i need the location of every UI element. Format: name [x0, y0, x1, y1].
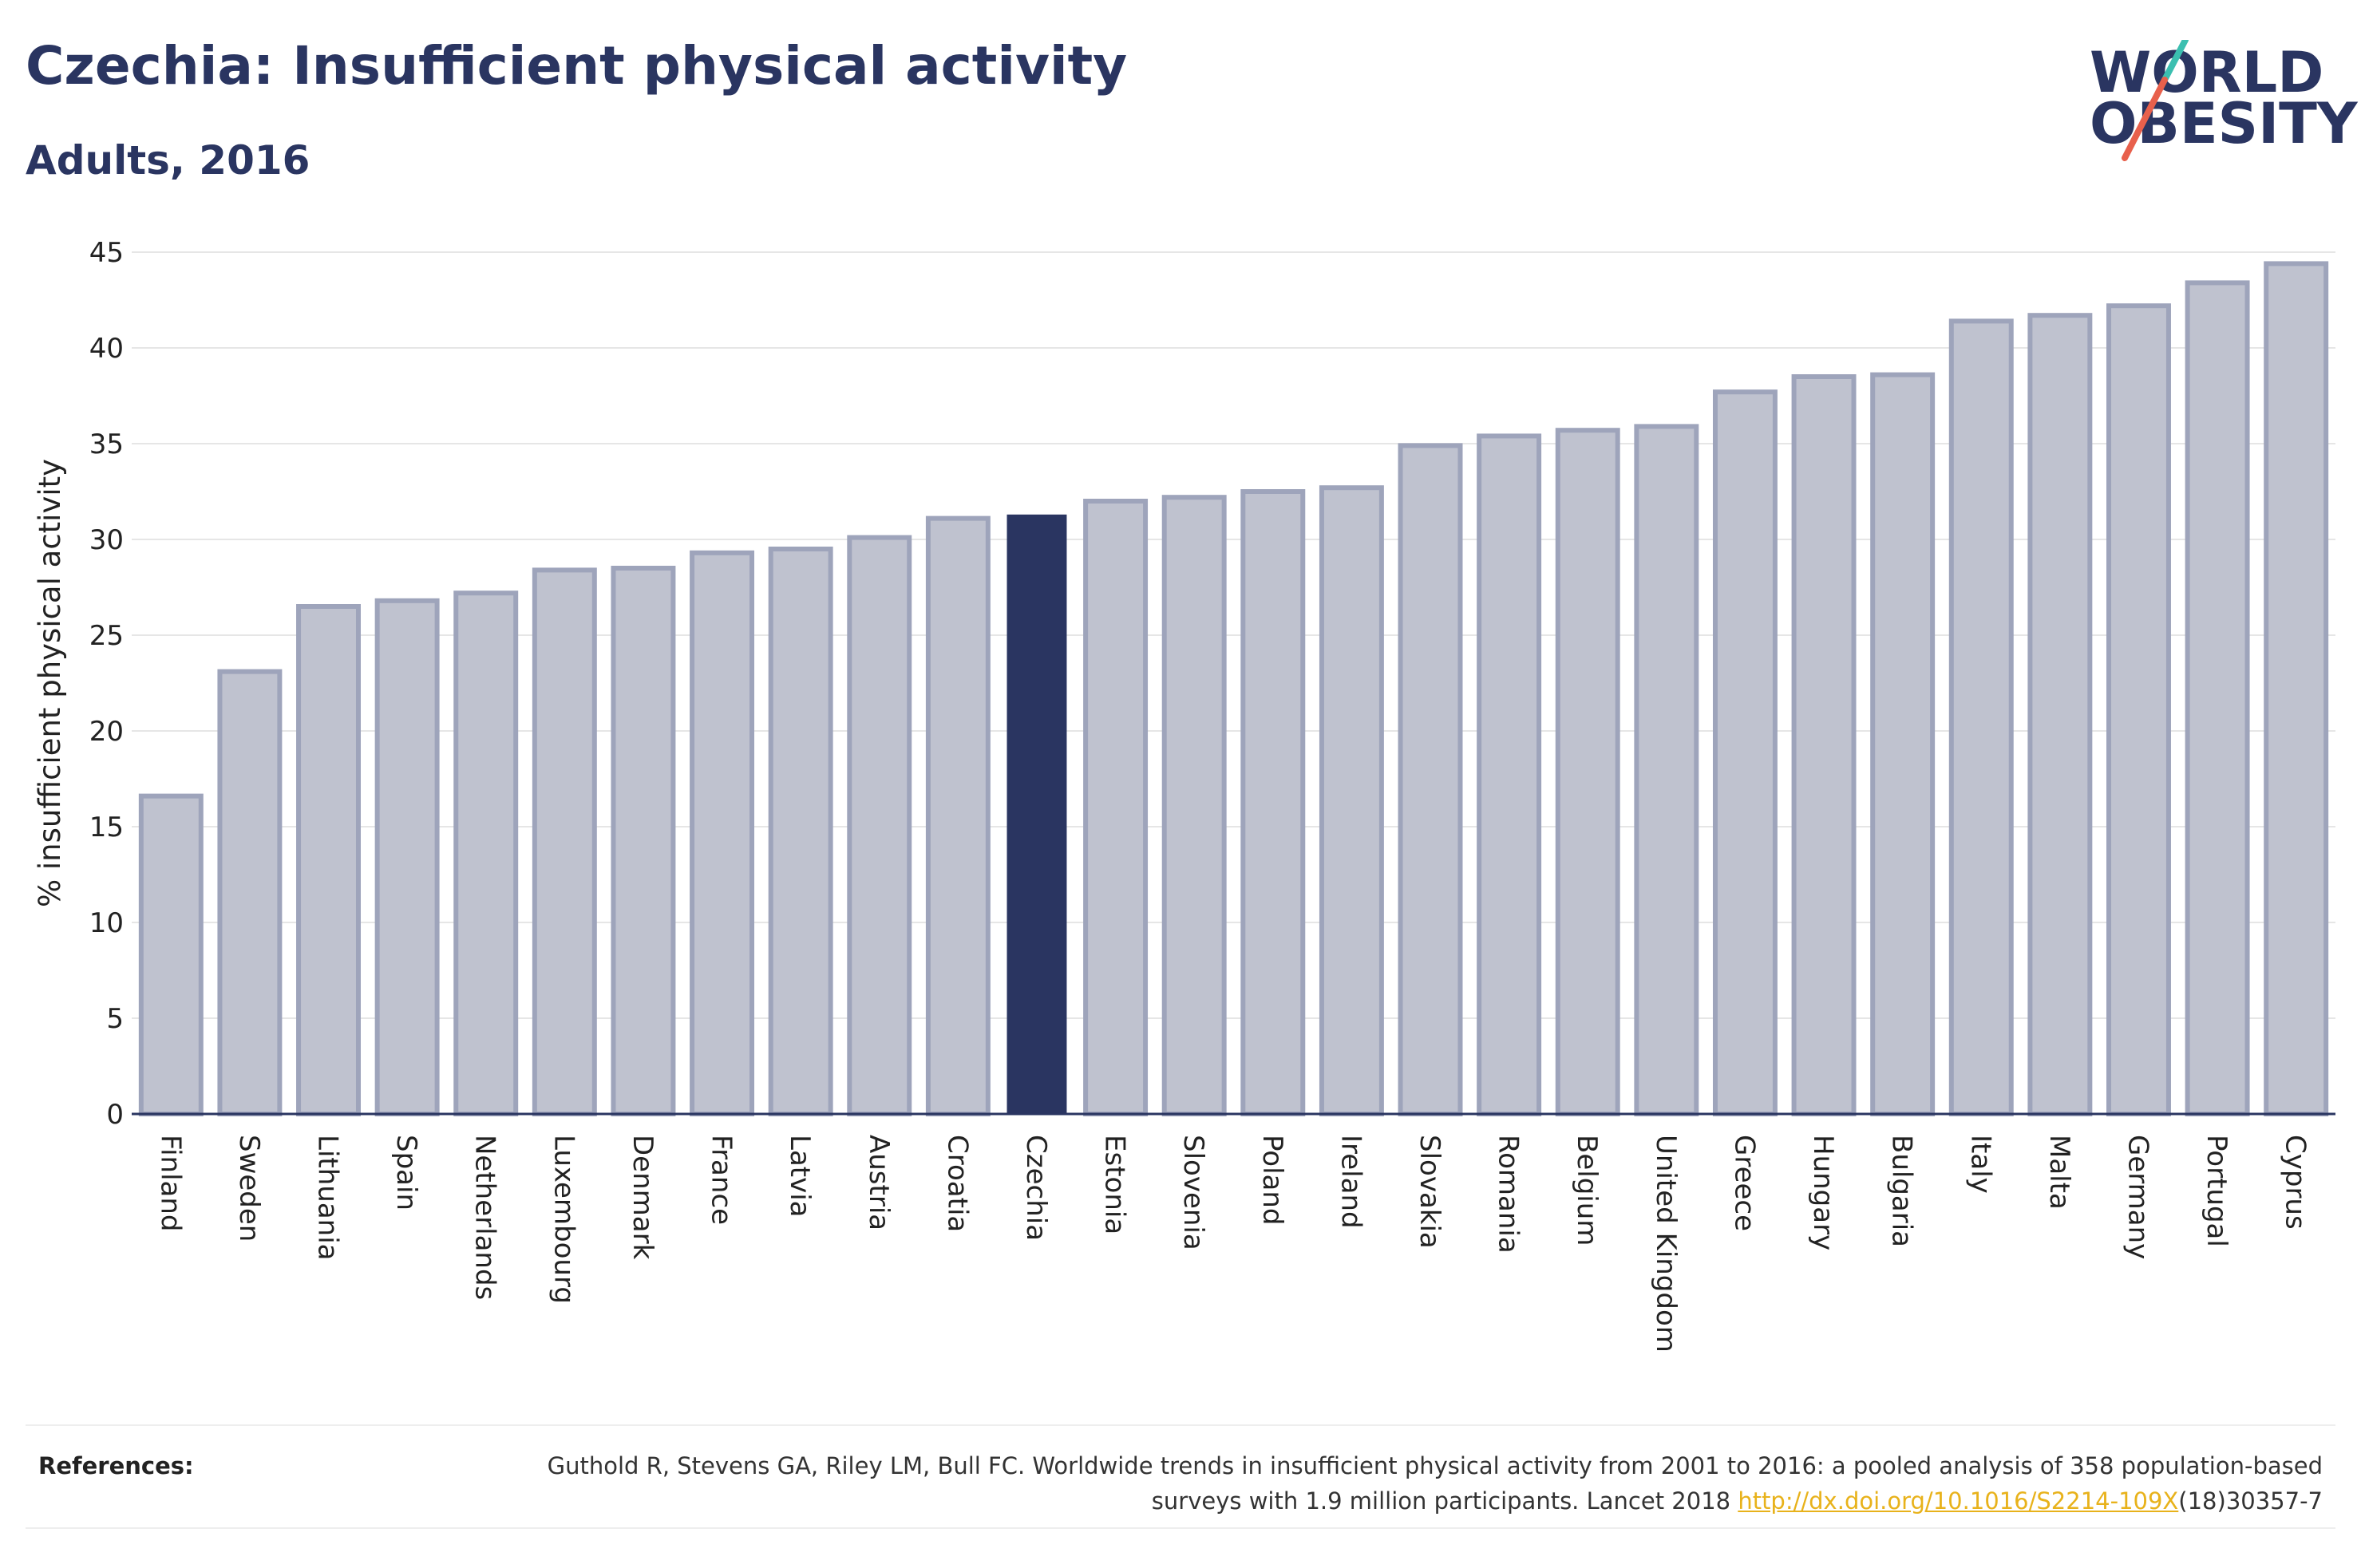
bar: [2264, 261, 2329, 1116]
bar: [217, 669, 283, 1116]
y-tick-label: 10: [89, 907, 124, 939]
bar: [1240, 489, 1306, 1116]
bar: [453, 590, 519, 1116]
bar: [296, 604, 361, 1116]
y-axis-label: % insufficient physical activity: [33, 459, 67, 907]
bar-highlight: [1006, 514, 1067, 1114]
bar: [1083, 499, 1149, 1116]
bar: [2027, 313, 2093, 1116]
bar: [690, 550, 755, 1116]
x-tick-label: United Kingdom: [1650, 1135, 1682, 1353]
x-tick-label: Croatia: [941, 1135, 973, 1232]
bar: [925, 515, 991, 1116]
x-tick-label: Spain: [390, 1135, 422, 1211]
y-tick-label: 35: [89, 429, 124, 460]
references-text: Guthold R, Stevens GA, Riley LM, Bull FC…: [487, 1448, 2323, 1519]
x-tick-label: Estonia: [1099, 1135, 1131, 1234]
y-tick-label: 15: [89, 812, 124, 843]
bar: [2106, 303, 2171, 1116]
x-tick-label: Luxembourg: [548, 1135, 579, 1304]
world-obesity-logo: WORLD OBESITY: [2075, 40, 2358, 168]
bar-chart: 0 5 10 15 20 25 30 35 40 45 % insufficient physica…: [33, 237, 2335, 1353]
x-tick-label: Cyprus: [2280, 1135, 2312, 1230]
y-tick-label: 40: [89, 333, 124, 365]
y-tick-label: 25: [89, 620, 124, 652]
x-tick-label: Slovakia: [1414, 1135, 1445, 1249]
x-tick-label: Hungary: [1807, 1135, 1839, 1250]
y-tick-label: 30: [89, 524, 124, 556]
x-tick-label: Latvia: [784, 1135, 816, 1218]
reference-doi-link[interactable]: http://dx.doi.org/10.1016/S2214-109X: [1738, 1487, 2179, 1515]
x-tick-label: Slovenia: [1177, 1135, 1209, 1250]
x-tick-label: Malta: [2043, 1135, 2075, 1210]
y-tick-label: 20: [89, 716, 124, 748]
x-tick-label: Sweden: [233, 1135, 265, 1242]
x-tick-label: Czechia: [1020, 1135, 1052, 1241]
x-tick-label: Finland: [154, 1135, 186, 1232]
reference-citation-suffix: (18)30357-7: [2178, 1487, 2323, 1515]
x-tick-label: Greece: [1728, 1135, 1760, 1231]
bar: [847, 535, 912, 1116]
logo-slash-icon: [2122, 40, 2189, 161]
x-tick-label: France: [706, 1135, 738, 1225]
x-tick-label: Romania: [1493, 1135, 1525, 1254]
references-label: References:: [38, 1452, 194, 1479]
bar: [1634, 424, 1699, 1116]
x-tick-label: Denmark: [627, 1135, 658, 1260]
x-tick-label: Poland: [1256, 1135, 1288, 1226]
x-tick-label: Portugal: [2201, 1135, 2232, 1247]
bar: [611, 566, 676, 1116]
bar: [2185, 280, 2250, 1116]
y-tick-label: 45: [89, 237, 124, 269]
bar: [1948, 318, 2014, 1116]
x-tick-label: Lithuania: [312, 1135, 344, 1260]
bar: [768, 547, 833, 1116]
bar: [138, 793, 204, 1116]
bar: [1477, 433, 1542, 1116]
bar: [532, 567, 597, 1116]
bar: [374, 598, 440, 1116]
x-tick-label: Italy: [1964, 1135, 1996, 1194]
bar: [1319, 485, 1384, 1116]
chart-subtitle: Adults, 2016: [26, 137, 310, 184]
bar: [1161, 495, 1227, 1116]
x-tick-label: Germany: [2122, 1135, 2153, 1259]
x-tick-label: Netherlands: [469, 1135, 501, 1300]
bar: [1870, 372, 1936, 1117]
x-tick-label: Bulgaria: [1886, 1135, 1918, 1247]
x-tick-label: Belgium: [1571, 1135, 1603, 1246]
chart-title: Czechia: Insufficient physical activity: [26, 35, 1128, 97]
reference-citation: Guthold R, Stevens GA, Riley LM, Bull FC…: [547, 1452, 2323, 1515]
bar: [1712, 389, 1778, 1116]
bar: [1791, 374, 1857, 1116]
y-tick-label: 5: [106, 1003, 124, 1035]
references-section: References: Guthold R, Stevens GA, Riley…: [26, 1424, 2335, 1529]
x-tick-label: Ireland: [1335, 1135, 1366, 1229]
logo-text-line1: WORLD: [2090, 40, 2324, 105]
bar: [1398, 443, 1463, 1116]
x-tick-label: Austria: [863, 1135, 895, 1230]
y-tick-label: 0: [106, 1099, 124, 1131]
bar: [1555, 428, 1620, 1116]
